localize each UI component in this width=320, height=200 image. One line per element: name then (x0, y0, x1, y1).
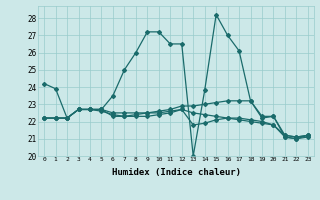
X-axis label: Humidex (Indice chaleur): Humidex (Indice chaleur) (111, 168, 241, 177)
